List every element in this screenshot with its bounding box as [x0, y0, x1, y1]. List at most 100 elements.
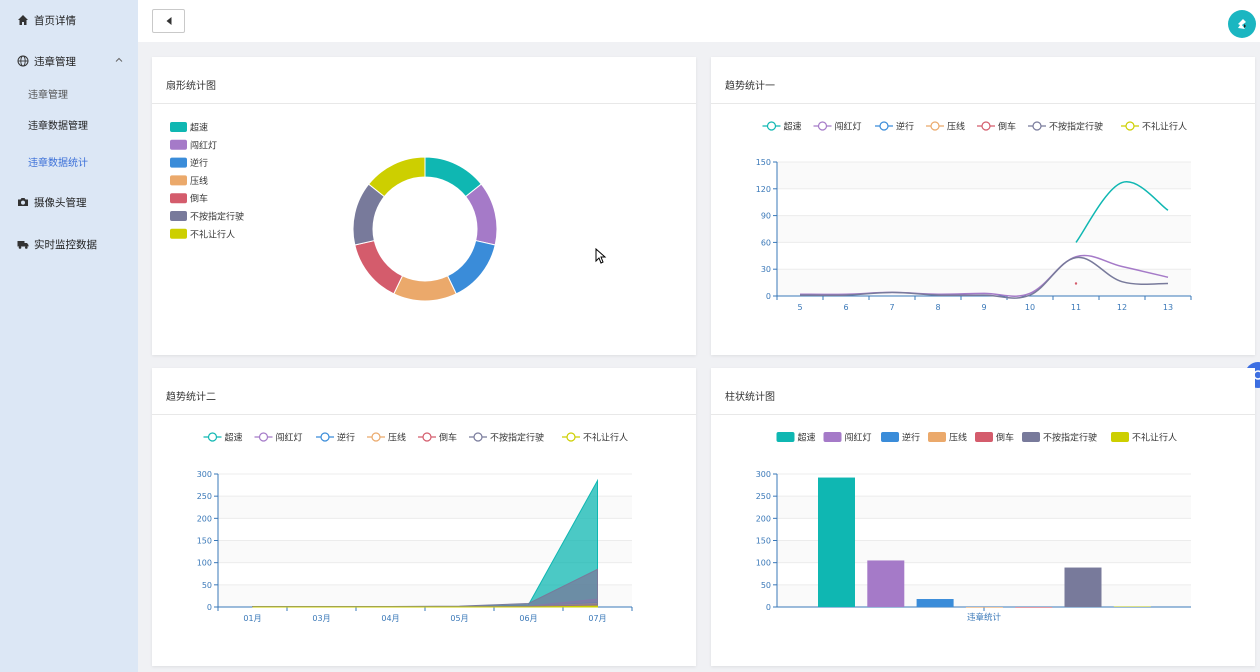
- legend-label: 不按指定行驶: [1049, 121, 1103, 133]
- legend-swatch: [1022, 432, 1040, 442]
- legend-swatch: [170, 211, 187, 221]
- legend-label: 不按指定行驶: [1043, 432, 1097, 444]
- divider: [711, 414, 1255, 415]
- area-chart: 超速 闯红灯 逆行 压线 倒车 不按指定行驶 不礼让行人 0 50 100 150 200 250 300…: [197, 432, 633, 623]
- grid-band: [218, 540, 632, 563]
- legend-swatch: [881, 432, 899, 442]
- avatar-glyph-icon: [1235, 17, 1249, 34]
- legend-swatch: [1111, 432, 1129, 442]
- x-tick-label: 8: [935, 303, 940, 312]
- x-tick-label: 07月: [588, 614, 606, 623]
- sidebar-item-camera[interactable]: 摄像头管理: [0, 190, 138, 214]
- legend-swatch: [823, 432, 842, 442]
- legend-label: 不礼让行人: [583, 432, 628, 444]
- caret-left-icon: [165, 16, 173, 29]
- sidebar-item-home[interactable]: 首页详情: [0, 8, 138, 32]
- sidebar-item-violation[interactable]: 违章管理: [0, 49, 138, 73]
- legend-circle-marker: [258, 432, 269, 442]
- camera-icon: [17, 196, 29, 208]
- x-tick-label: 03月: [312, 614, 330, 623]
- x-tick-label: 13: [1163, 303, 1173, 312]
- pie-chart-card: 扇形统计图 超速 闯红灯 逆行 压线 倒车 不按指定行驶 不礼让行人: [152, 57, 696, 355]
- x-tick-label: 12: [1117, 303, 1127, 312]
- legend-label: 压线: [947, 121, 965, 133]
- legend-circle-marker: [879, 121, 889, 131]
- legend-label: 倒车: [190, 193, 208, 205]
- trend-chart-1-card: 趋势统计一 超速 闯红灯 逆行 压线 倒车 不按指定行驶 不礼让行人 0 30 60 90 120 15…: [711, 57, 1255, 355]
- legend-circle-marker: [207, 432, 218, 442]
- bar-chart: 超速 闯红灯 逆行 压线 倒车 不按指定行驶 不礼让行人 0 50 100 150 200 250 300…: [756, 432, 1191, 623]
- x-tick-label: 10: [1025, 303, 1035, 312]
- legend-circle-marker: [817, 121, 828, 131]
- grid-band: [777, 496, 1191, 519]
- legend-circle-marker: [766, 121, 777, 131]
- grid-band: [218, 584, 632, 607]
- sidebar-item-label: 摄像头管理: [34, 196, 87, 209]
- legend-label: 闯红灯: [276, 432, 303, 444]
- x-tick-label: 04月: [381, 614, 399, 623]
- series-point: [1074, 282, 1078, 285]
- card-title: 扇形统计图: [166, 81, 216, 92]
- legend-label: 逆行: [190, 157, 208, 169]
- x-tick-label: 01月: [243, 614, 261, 623]
- legend-swatch: [975, 432, 993, 442]
- sidebar-subitem-violation-manage[interactable]: 违章管理: [28, 89, 68, 101]
- legend-label: 倒车: [996, 432, 1014, 444]
- line-chart: 超速 闯红灯 逆行 压线 倒车 不按指定行驶 不礼让行人 0 30 60 90 120 150 5 6 7 8 9…: [756, 121, 1192, 312]
- divider: [152, 103, 696, 104]
- grid-band: [777, 540, 1191, 563]
- y-tick-label: 300: [756, 470, 771, 479]
- legend-circle-marker: [930, 121, 940, 131]
- y-tick-label: 300: [197, 470, 212, 479]
- sidebar: 首页详情 违章管理 违章管理 违章数据管理 违章数据统计 摄像头管理 实时监控数…: [0, 0, 138, 672]
- legend-swatch: [776, 432, 795, 442]
- x-tick-label: 5: [797, 303, 802, 312]
- truck-icon: [17, 238, 29, 250]
- legend-circle-marker: [473, 432, 483, 442]
- y-tick-label: 250: [197, 492, 212, 501]
- legend-swatch: [170, 193, 187, 204]
- grid-band: [777, 215, 1191, 243]
- sidebar-subitem-violation-stats[interactable]: 违章数据统计: [28, 157, 88, 169]
- divider: [711, 103, 1255, 104]
- grid-band: [218, 496, 632, 519]
- y-tick-label: 120: [756, 185, 771, 194]
- card-title: 柱状统计图: [725, 392, 775, 403]
- y-tick-label: 90: [761, 212, 771, 221]
- y-tick-label: 0: [766, 603, 771, 612]
- legend-circle-marker: [566, 432, 576, 442]
- legend-label: 不礼让行人: [190, 228, 235, 240]
- legend-label: 闯红灯: [835, 121, 862, 133]
- top-bar: [138, 0, 1260, 42]
- y-tick-label: 100: [756, 559, 771, 568]
- y-tick-label: 0: [207, 603, 212, 612]
- legend-swatch: [170, 122, 187, 132]
- pie-slice: [446, 239, 496, 295]
- y-tick-label: 150: [756, 537, 771, 546]
- y-tick-label: 150: [197, 537, 212, 546]
- y-tick-label: 100: [197, 559, 212, 568]
- collapse-sidebar-button[interactable]: [152, 9, 185, 33]
- x-tick-label: 9: [981, 303, 986, 312]
- legend-label: 倒车: [439, 432, 457, 444]
- card-title: 趋势统计一: [725, 81, 775, 92]
- legend-label: 逆行: [902, 432, 920, 444]
- legend-label: 超速: [784, 121, 802, 133]
- y-tick-label: 200: [756, 514, 771, 523]
- y-tick-label: 0: [766, 292, 771, 301]
- bar: [916, 599, 954, 607]
- mouse-cursor-icon: [595, 248, 607, 264]
- avatar[interactable]: [1228, 10, 1256, 38]
- legend-swatch: [928, 432, 946, 442]
- x-tick-label: 05月: [450, 614, 468, 623]
- bar: [1064, 567, 1102, 607]
- sidebar-subitem-violation-data[interactable]: 违章数据管理: [28, 120, 88, 132]
- sidebar-item-monitor[interactable]: 实时监控数据: [0, 232, 138, 256]
- legend-label: 超速: [225, 432, 243, 444]
- legend-circle-marker: [981, 121, 991, 131]
- home-icon: [17, 14, 29, 26]
- grid-band: [777, 269, 1191, 296]
- card-title: 趋势统计二: [166, 392, 216, 403]
- legend-label: 超速: [190, 122, 208, 134]
